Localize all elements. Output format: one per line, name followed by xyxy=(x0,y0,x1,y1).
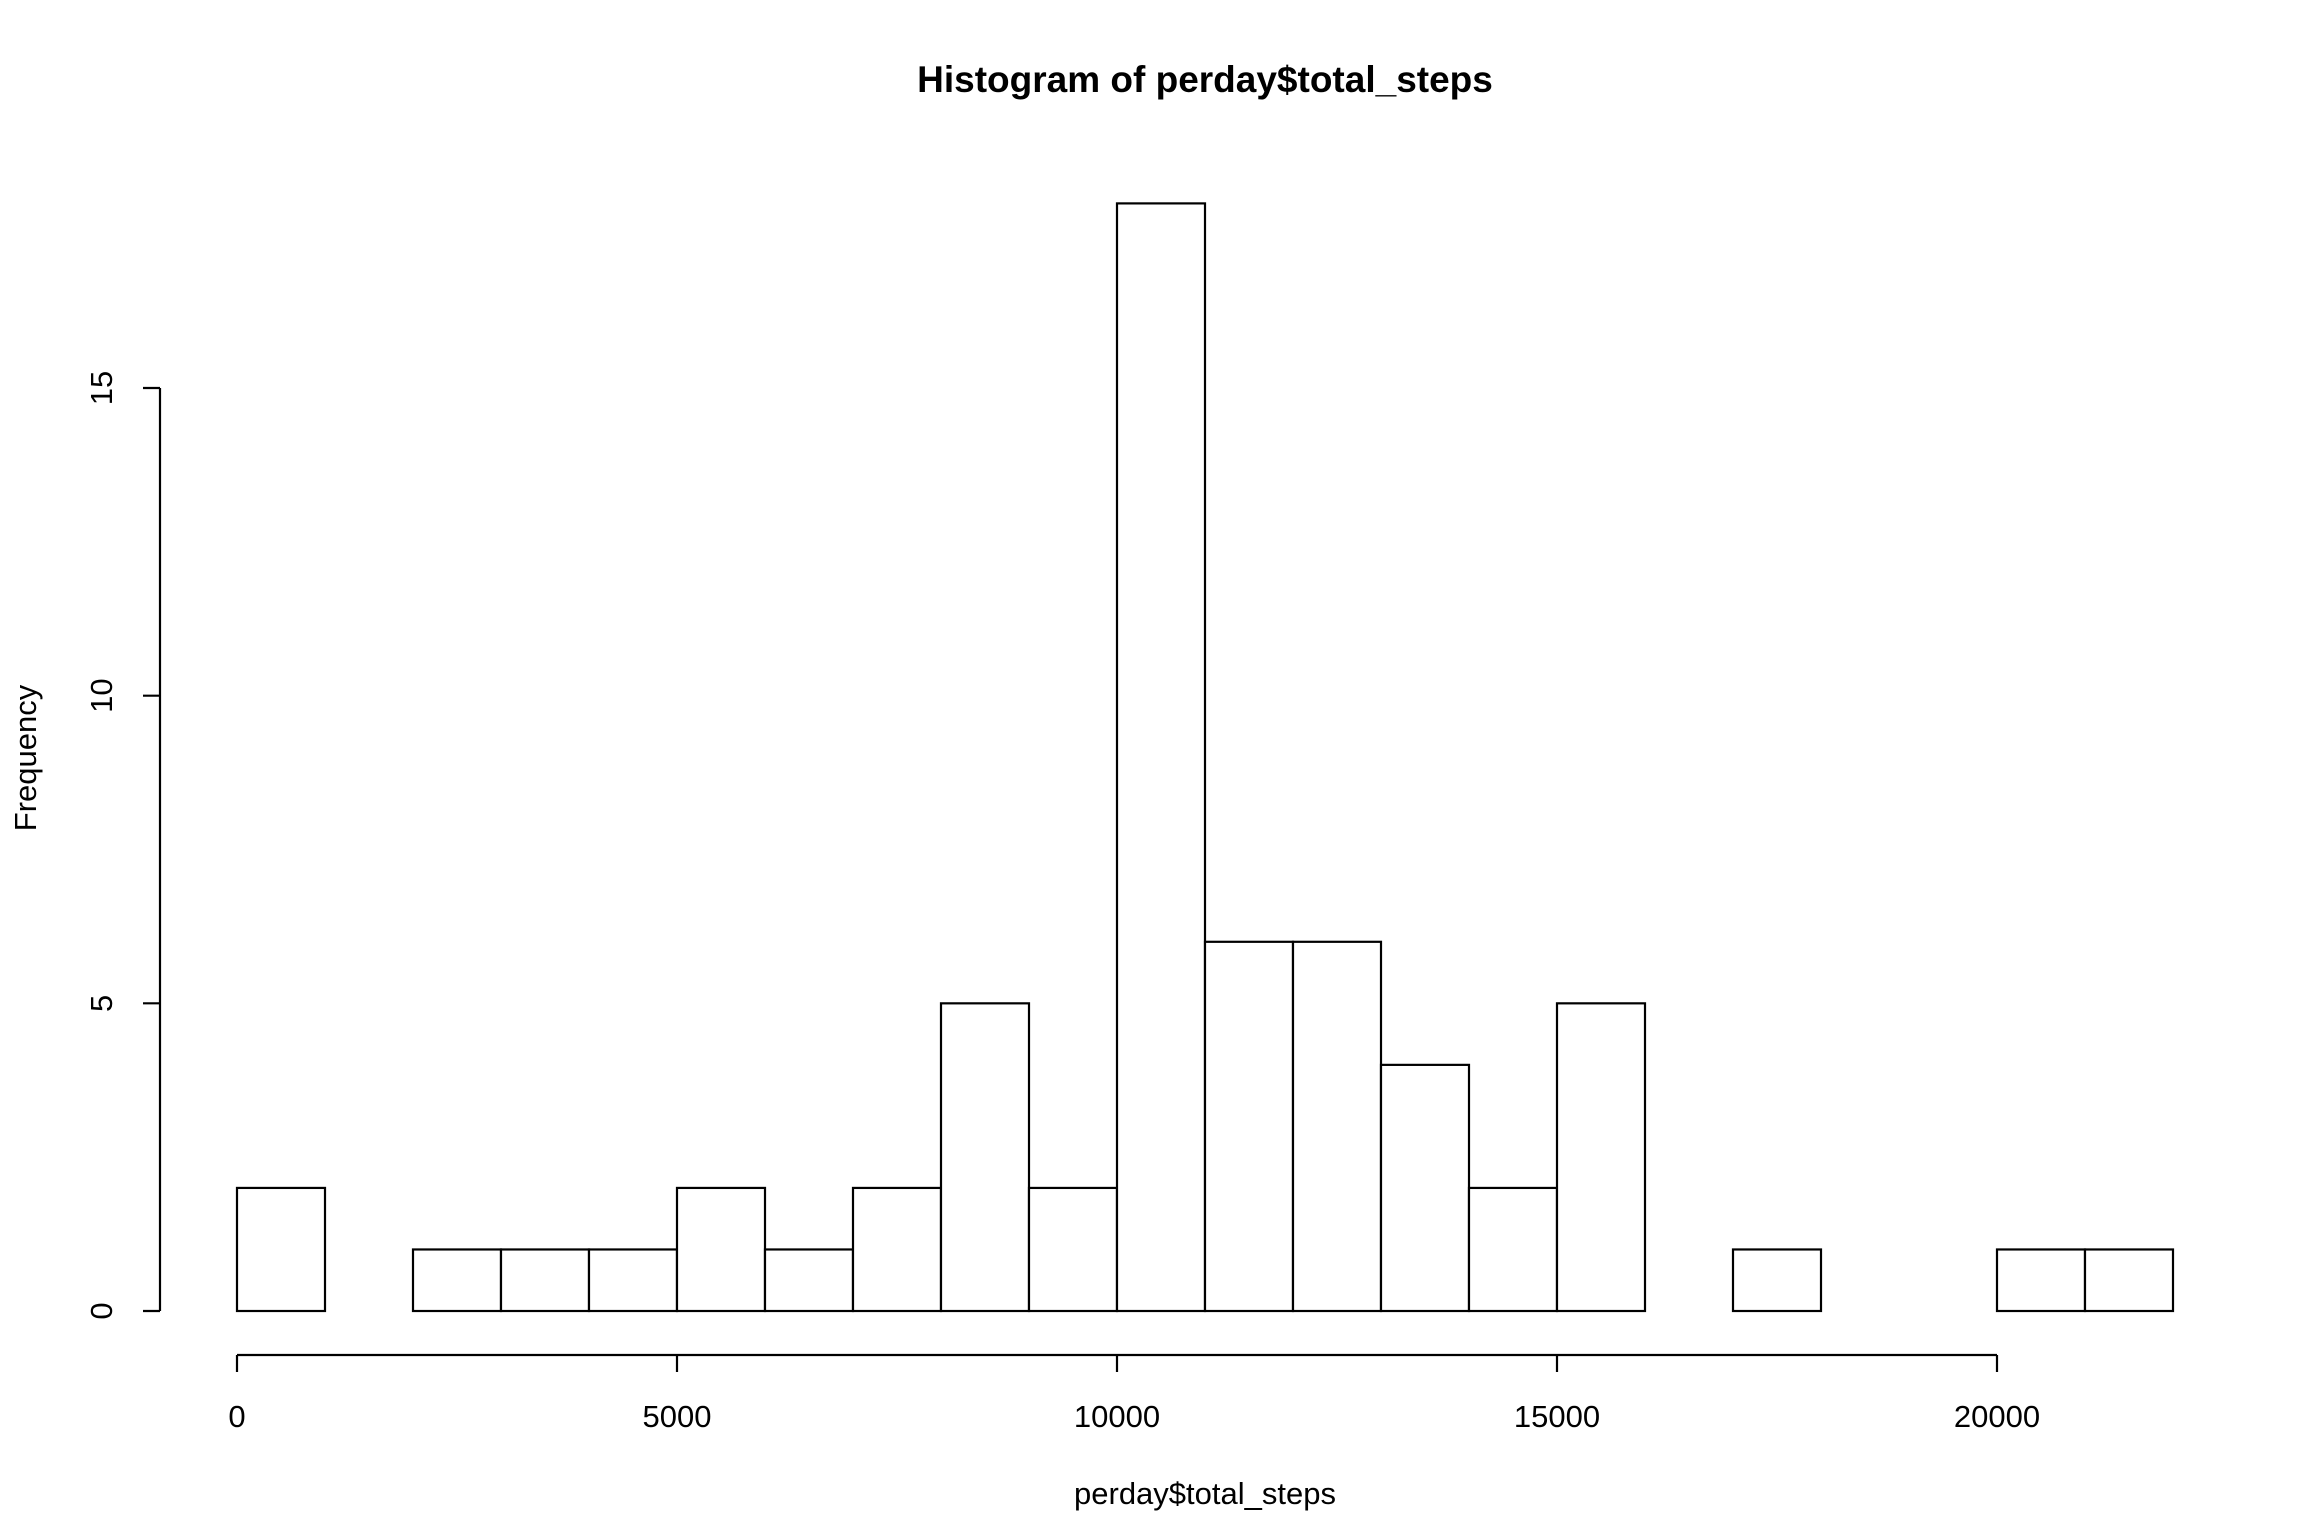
x-axis-label: perday$total_steps xyxy=(1074,1476,1336,1511)
histogram-bar xyxy=(1291,940,1383,1313)
histogram-bar xyxy=(1731,1248,1823,1313)
x-tick-label: 10000 xyxy=(1074,1399,1160,1434)
y-axis-label: Frequency xyxy=(8,684,43,831)
y-tick-label: 5 xyxy=(84,995,119,1012)
histogram-bar xyxy=(587,1248,679,1313)
y-tick-label: 10 xyxy=(84,678,119,712)
histogram-bar xyxy=(675,1186,767,1313)
x-tick-label: 20000 xyxy=(1954,1399,2040,1434)
histogram-bar xyxy=(851,1186,943,1313)
y-axis: 0 5 10 15 xyxy=(84,371,162,1320)
x-tick-label: 0 xyxy=(228,1399,245,1434)
histogram-bar xyxy=(411,1248,503,1313)
x-axis: 0 5000 10000 15000 20000 xyxy=(228,1353,2040,1434)
bars-group xyxy=(235,202,2175,1313)
histogram-bar xyxy=(763,1248,855,1313)
histogram-bar xyxy=(1027,1186,1119,1313)
histogram-bar xyxy=(499,1248,591,1313)
histogram-bar xyxy=(939,1002,1031,1313)
histogram-bar xyxy=(1115,202,1207,1313)
y-tick-label: 15 xyxy=(84,371,119,405)
y-tick-label: 0 xyxy=(84,1302,119,1319)
histogram-bar xyxy=(1467,1186,1559,1313)
chart-title: Histogram of perday$total_steps xyxy=(917,59,1493,100)
x-tick-label: 5000 xyxy=(643,1399,712,1434)
histogram-bar xyxy=(1995,1248,2087,1313)
histogram-bar xyxy=(2083,1248,2175,1313)
x-tick-label: 15000 xyxy=(1514,1399,1600,1434)
histogram-bar xyxy=(1555,1002,1647,1313)
histogram-bar xyxy=(1379,1063,1471,1313)
histogram-bar xyxy=(235,1186,327,1313)
histogram-bar xyxy=(1203,940,1295,1313)
